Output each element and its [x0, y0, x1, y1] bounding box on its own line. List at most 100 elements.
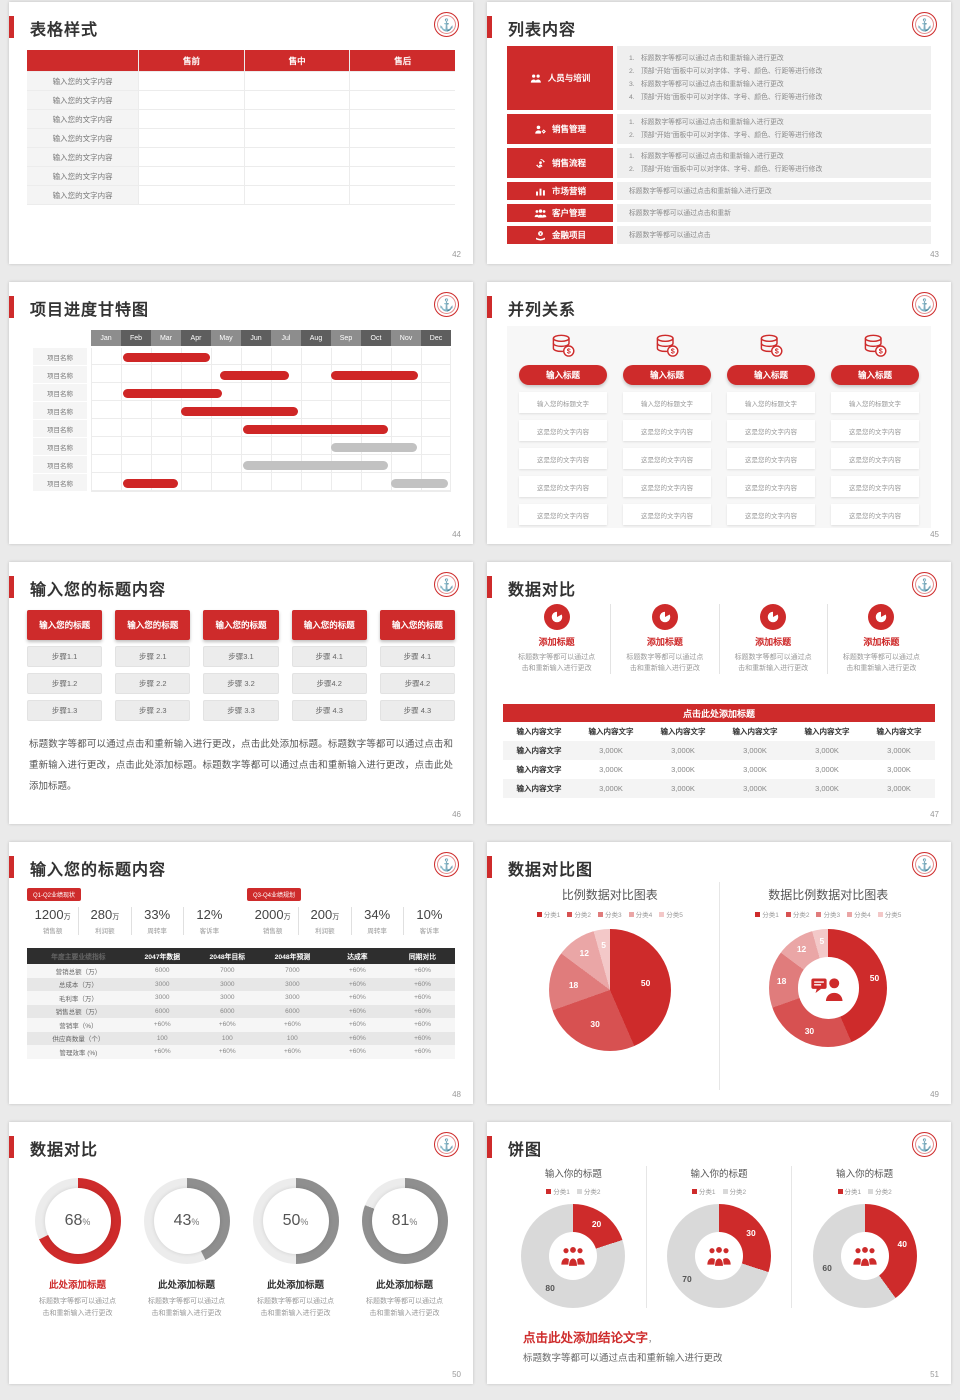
- stat-value: 1200万: [34, 907, 71, 922]
- empty-cell[interactable]: [349, 72, 455, 90]
- category-badge[interactable]: 市场营销: [507, 182, 613, 200]
- kpi-stats: Q1-Q2业绩现状 1200万 销售额 280万 利润额 33% 周转率 12% 客诉率 Q3-Q…: [27, 884, 455, 935]
- parallel-columns: $ 输入标题 输入您的标题文字 这是您的文字内容 这是您的文字内容 这是您的文字内容 这是您…: [507, 326, 931, 528]
- legend-item: 分类5: [877, 909, 901, 919]
- feature-title: 添加标题: [755, 637, 792, 647]
- column-header-button[interactable]: 输入您的标题: [291, 610, 367, 640]
- empty-cell[interactable]: [243, 91, 350, 109]
- item-text: 标题数字等都可以通过点击和重新输入进行更改: [641, 81, 784, 88]
- slide-50-gauges[interactable]: 数据对比 ⚓ 68% 此处添加标题 标题数字等都可以通过点 击和重新输入进行更改 43%…: [9, 1122, 473, 1384]
- empty-cell[interactable]: [243, 72, 350, 90]
- empty-cell[interactable]: [349, 148, 455, 166]
- slide-42-table-style[interactable]: 表格样式 ⚓ 售前 售中 售后 输入您的文字内容 输入您的文字内容 输入您的文字内容 输入您…: [9, 2, 473, 264]
- empty-cell[interactable]: [349, 110, 455, 128]
- slide-46-steps[interactable]: 输入您的标题内容 ⚓ 输入您的标题 步骤1.1 步骤1.2 步骤1.3 输入您的标题 步骤…: [9, 562, 473, 824]
- category-badge[interactable]: ¥ 金融项目: [507, 226, 613, 244]
- row-label: 输入您的文字内容: [27, 148, 139, 166]
- category-badge[interactable]: 销售管理: [507, 114, 613, 144]
- slide-49-pie-compare[interactable]: 数据对比图 ⚓ 比例数据对比图表 分类1 分类2 分类3 分类4 分类5 50 30 18 12…: [487, 842, 951, 1104]
- table-cell: +60%: [349, 1007, 366, 1015]
- category-badge[interactable]: 客户管理: [507, 204, 613, 222]
- title-accent-bar: [487, 1136, 492, 1158]
- empty-cell[interactable]: [138, 129, 244, 147]
- empty-cell[interactable]: [138, 72, 244, 90]
- title-pill-button[interactable]: 输入标题: [623, 365, 711, 385]
- stat-item: 200万 利润额: [298, 907, 350, 935]
- legend-label: 分类2: [574, 912, 591, 919]
- stat-item: 33% 周转率: [130, 907, 183, 935]
- parallel-column: $ 输入标题 输入您的标题文字 这是您的文字内容 这是您的文字内容 这是您的文字内容 这是您…: [831, 334, 919, 525]
- category-text: 1. 标题数字等都可以通过点击和重新输入进行更改 2. 顶部“开始”面板中可以对字体、…: [617, 114, 931, 144]
- category-text: 标题数字等都可以通过点击和重新输入进行更改: [617, 182, 931, 200]
- ring-center: 43%: [153, 1188, 220, 1254]
- gantt-bar[interactable]: [391, 478, 448, 488]
- title-pill-button[interactable]: 输入标题: [519, 365, 607, 385]
- stat-value: 280万: [90, 907, 120, 922]
- percent-value: 43%: [173, 1212, 200, 1229]
- gantt-chart: Jan Feb Mar Apr May Jun Jul Aug Sep Oct Nov Dec 项目名称…: [33, 330, 451, 500]
- empty-cell[interactable]: [243, 167, 350, 185]
- parallel-column: $ 输入标题 输入您的标题文字 这是您的文字内容 这是您的文字内容 这是您的文字内容 这是您…: [623, 334, 711, 525]
- empty-cell[interactable]: [138, 91, 244, 109]
- stat-label: 周转率: [367, 928, 387, 935]
- legend-label: 分类1: [762, 912, 779, 919]
- brand-logo-icon: ⚓: [912, 12, 937, 37]
- slide-title: 项目进度甘特图: [30, 302, 150, 319]
- gantt-bar[interactable]: [242, 424, 388, 434]
- text-card: 这是您的文字内容: [727, 420, 815, 441]
- column-header-button[interactable]: 输入您的标题: [203, 610, 279, 640]
- legend-item: 分类4: [847, 909, 871, 919]
- item-number: 2.: [629, 132, 635, 139]
- gantt-bar[interactable]: [331, 442, 417, 452]
- empty-cell[interactable]: [138, 167, 244, 185]
- gantt-bar[interactable]: [331, 370, 418, 380]
- slide-44-gantt[interactable]: 项目进度甘特图 ⚓ Jan Feb Mar Apr May Jun Jul Aug Sep Oct…: [9, 282, 473, 544]
- column-header-button[interactable]: 输入您的标题: [115, 610, 191, 640]
- slide-48-kpi[interactable]: 输入您的标题内容 ⚓ Q1-Q2业绩现状 1200万 销售额 280万 利润额 33% 周转…: [9, 842, 473, 1104]
- gantt-bar[interactable]: [122, 352, 210, 362]
- slide-45-parallel[interactable]: 并列关系 ⚓ $ 输入标题 输入您的标题文字 这是您的文字内容 这是您的文字内容 这是您的…: [487, 282, 951, 544]
- slice-value: 30: [590, 1018, 600, 1029]
- text-card: 这是您的文字内容: [727, 476, 815, 497]
- legend-label: 分类4: [854, 912, 871, 919]
- empty-cell[interactable]: [349, 167, 455, 185]
- gantt-bar[interactable]: [181, 406, 298, 416]
- gantt-bar[interactable]: [122, 388, 222, 398]
- empty-cell[interactable]: [243, 148, 350, 166]
- text-card: 这是您的文字内容: [519, 448, 607, 469]
- table-row: 输入您的文字内容: [27, 109, 455, 128]
- column-header: 售后: [349, 50, 455, 71]
- empty-cell[interactable]: [138, 110, 244, 128]
- table-cell: 3,000K: [671, 784, 695, 793]
- gantt-bar[interactable]: [220, 370, 289, 380]
- table-cell: 100: [221, 1034, 233, 1042]
- item-text: 顶部“开始”面板中可以对字体、字号、颜色、行距等进行修改: [641, 68, 823, 75]
- category-text: 1. 标题数字等都可以通过点击和重新输入进行更改 2. 顶部“开始”面板中可以对字体、…: [617, 46, 931, 110]
- table-cell: 6000: [285, 1007, 300, 1015]
- empty-cell[interactable]: [243, 110, 350, 128]
- slide-51-pies[interactable]: 饼图 ⚓ 输入你的标题 分类1 分类2 20 80 输入你的标题 分类1 分类2 30 70 输入你…: [487, 1122, 951, 1384]
- empty-cell[interactable]: [349, 129, 455, 147]
- text-card: 输入您的标题文字: [519, 392, 607, 413]
- empty-cell[interactable]: [349, 186, 455, 204]
- column-header-button[interactable]: 输入您的标题: [27, 610, 103, 640]
- legend-swatch: [847, 911, 853, 917]
- slide-43-list-content[interactable]: 列表内容 ⚓ 人员与培训 1. 标题数字等都可以通过点击和重新输入进行更改 2. 顶部“…: [487, 2, 951, 264]
- empty-cell[interactable]: [243, 186, 350, 204]
- empty-cell[interactable]: [138, 148, 244, 166]
- item-text: 标题数字等都可以通过点击和重新输入进行更改: [641, 119, 784, 126]
- list-item: 2. 顶部“开始”面板中可以对字体、字号、颜色、行距等进行修改: [629, 65, 919, 78]
- empty-cell[interactable]: [349, 91, 455, 109]
- title-pill-button[interactable]: 输入标题: [727, 365, 815, 385]
- category-badge[interactable]: 销售流程: [507, 148, 613, 178]
- empty-cell[interactable]: [138, 186, 244, 204]
- table-cell: +60%: [414, 980, 431, 988]
- column-header-button[interactable]: 输入您的标题: [379, 610, 456, 640]
- title-pill-button[interactable]: 输入标题: [831, 365, 919, 385]
- empty-cell[interactable]: [243, 129, 350, 147]
- gantt-bar[interactable]: [122, 478, 178, 488]
- slide-47-data-compare[interactable]: 数据对比 ⚓ 添加标题 标题数字等都可以通过点 击和重新输入进行更改 添加标题 标题数字…: [487, 562, 951, 824]
- table-row: 供应商数量（个） 100 100 100 +60% +60%: [27, 1031, 455, 1045]
- category-badge[interactable]: 人员与培训: [507, 46, 613, 110]
- gantt-bar[interactable]: [242, 460, 388, 470]
